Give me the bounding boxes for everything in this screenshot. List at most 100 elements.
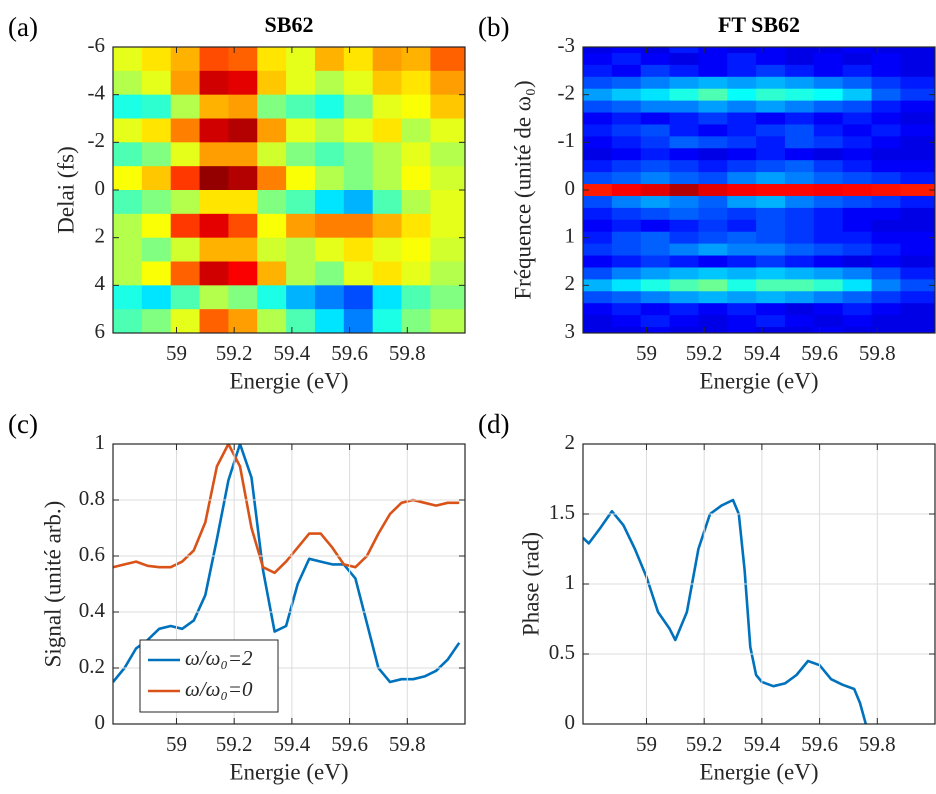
heatmap-cell: [871, 76, 901, 90]
heatmap-cell: [727, 148, 757, 161]
heatmap-cell: [813, 136, 844, 149]
heatmap-cell: [611, 219, 642, 233]
heatmap-cell: [871, 160, 901, 173]
y-tick-label: 0: [95, 176, 106, 200]
heatmap-cell: [640, 327, 671, 333]
heatmap-cell: [727, 219, 757, 233]
heatmap-cell: [669, 52, 699, 66]
heatmap-cell: [401, 94, 431, 119]
heatmap-cell: [813, 291, 844, 304]
heatmap-cell: [141, 47, 172, 72]
heatmap-cell: [113, 261, 143, 286]
heatmap-cell: [756, 52, 786, 66]
heatmap-cell: [698, 76, 728, 90]
heatmap-cell: [813, 76, 844, 90]
series-line: [583, 498, 868, 724]
heatmap-cell: [900, 88, 935, 102]
heatmap-cell: [257, 142, 287, 167]
heatmap-cell: [640, 100, 671, 114]
heatmap-cell: [813, 148, 844, 161]
heatmap-cell: [842, 136, 873, 149]
heatmap-cell: [842, 64, 873, 78]
heatmap-cell: [698, 267, 728, 280]
heatmap-cell: [900, 136, 935, 149]
heatmap-cell: [170, 70, 201, 96]
heatmap-cell: [871, 279, 901, 292]
y-tick-label: 0.2: [79, 654, 105, 678]
heatmap-cell: [640, 148, 671, 161]
heatmap-cell: [640, 124, 671, 137]
heatmap-cell: [669, 315, 699, 328]
heatmap-cell: [900, 124, 935, 137]
heatmap-cell: [611, 136, 642, 149]
heatmap-cell: [842, 327, 873, 333]
heatmap-cell: [784, 172, 815, 185]
legend-box: [139, 639, 279, 713]
heatmap-cell: [228, 142, 258, 167]
heatmap-cell: [141, 118, 172, 143]
heatmap-cell: [842, 315, 873, 328]
heatmap-cell: [871, 267, 901, 280]
heatmap-cell: [698, 195, 728, 209]
heatmap-cell: [871, 172, 901, 185]
heatmap-cell: [640, 172, 671, 185]
y-tick-label: 6: [95, 319, 106, 343]
heatmap-cell: [141, 261, 172, 286]
heatmap-cell: [756, 255, 786, 268]
y-axis-label: Delai (fs): [53, 146, 78, 234]
heatmap-cell: [199, 237, 229, 262]
x-axis-label: Energie (eV): [700, 368, 819, 393]
y-tick-label: 1: [95, 430, 106, 454]
heatmap-cell: [372, 309, 403, 333]
heatmap-cell: [669, 279, 699, 292]
heatmap-cell: [756, 76, 786, 90]
heatmap-cell: [900, 243, 935, 257]
heatmap-cell: [842, 172, 873, 185]
heatmap-cell: [727, 231, 757, 245]
heatmap-cell: [727, 76, 757, 90]
heatmap-cell: [141, 213, 172, 239]
heatmap-cell: [583, 207, 613, 221]
x-tick-label: 59.2: [216, 732, 253, 756]
heatmap-cell: [871, 112, 901, 125]
heatmap-cell: [199, 142, 229, 167]
heatmap-cell: [343, 213, 374, 239]
heatmap-cell: [842, 255, 873, 268]
heatmap-cell: [842, 52, 873, 66]
heatmap-cell: [727, 267, 757, 280]
y-tick-label: -2: [558, 80, 576, 104]
heatmap-cell: [343, 118, 374, 143]
heatmap-cell: [842, 76, 873, 90]
heatmap-cell: [228, 47, 258, 72]
heatmap-cell: [401, 166, 431, 191]
heatmap-cell: [813, 303, 844, 316]
heatmap-cell: [871, 52, 901, 66]
heatmap-cell: [842, 243, 873, 257]
panel-label: (c): [8, 409, 38, 439]
heatmap-cell: [669, 195, 699, 209]
y-tick-label: -2: [88, 128, 106, 152]
heatmap-cell: [401, 142, 431, 167]
heatmap-cell: [343, 47, 374, 72]
heatmap-cell: [698, 184, 728, 197]
heatmap-cell: [698, 327, 728, 333]
x-tick-label: 59.4: [744, 341, 781, 365]
x-axis-label: Energie (eV): [700, 759, 819, 784]
heatmap-cell: [784, 243, 815, 257]
heatmap-cell: [756, 100, 786, 114]
legend-label: ω/ω₀=2: [185, 646, 253, 670]
heatmap-cell: [784, 207, 815, 221]
heatmap-cell: [698, 88, 728, 102]
x-tick-label: 59.4: [744, 732, 781, 756]
heatmap-cell: [900, 207, 935, 221]
chart-title: SB62: [265, 12, 314, 37]
heatmap-cell: [113, 166, 143, 191]
heatmap-cell: [669, 207, 699, 221]
heatmap-cell: [228, 118, 258, 143]
heatmap-cell: [170, 142, 201, 167]
heatmap-cell: [372, 166, 403, 191]
heatmap-cell: [113, 190, 143, 215]
series-line: [113, 444, 460, 575]
y-axis-label: Fréquence (unité de ω₀): [510, 80, 535, 299]
heatmap-cell: [314, 118, 345, 143]
